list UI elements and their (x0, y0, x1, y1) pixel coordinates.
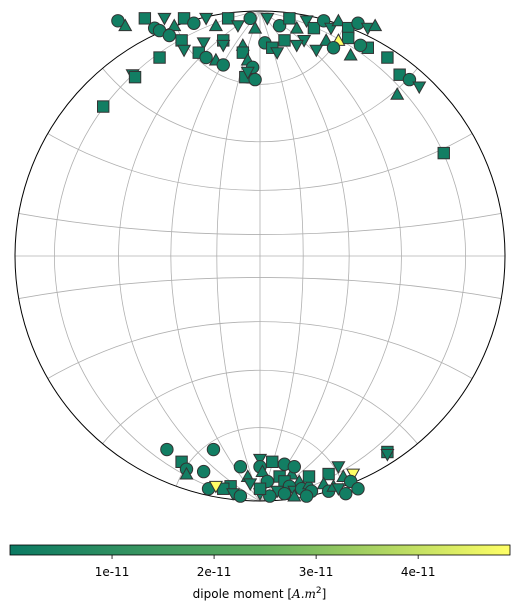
circle-marker (199, 50, 213, 65)
triangle-down-marker (252, 453, 268, 467)
square-marker (138, 12, 152, 25)
colorbar-label-unit: A.m (292, 587, 316, 601)
triangle-down-marker (208, 480, 223, 494)
data-markers (97, 11, 450, 503)
colorbar-tick-label: 2e-11 (197, 565, 232, 579)
grid-great-circle (15, 11, 304, 501)
circle-marker (233, 489, 248, 503)
triangle-down-marker (240, 66, 255, 80)
triangle-up-marker (390, 87, 405, 100)
square-marker (437, 146, 450, 160)
triangle-down-marker (157, 12, 172, 26)
square-marker (221, 12, 235, 25)
triangle-down-marker (260, 12, 275, 26)
stereonet-primitive-circle (14, 10, 506, 502)
circle-marker (402, 72, 417, 87)
circle-marker (299, 489, 314, 503)
square-marker (322, 467, 335, 481)
triangle-up-marker (118, 18, 133, 32)
circle-marker (263, 489, 277, 503)
triangle-down-marker (412, 81, 427, 95)
triangle-down-marker (216, 39, 231, 53)
grid-great-circle (170, 11, 505, 501)
circle-marker (353, 38, 368, 52)
colorbar-ticks: 1e-11 2e-11 3e-11 4e-11 (95, 555, 436, 579)
grid-great-circle (15, 11, 466, 501)
triangle-down-marker (196, 37, 211, 51)
colorbar-label-prefix: dipole moment [ (192, 587, 293, 601)
colorbar-tick-label: 4e-11 (401, 565, 436, 579)
square-marker (253, 482, 267, 495)
colorbar-label-exponent: 2 (315, 586, 322, 596)
circle-marker (277, 486, 292, 501)
circle-marker (206, 442, 221, 457)
triangle-up-marker (248, 20, 263, 34)
triangle-down-marker (289, 39, 304, 53)
colorbar-label-suffix: ] (321, 587, 327, 601)
triangle-down-marker (309, 44, 324, 58)
colorbar-tick-label: 1e-11 (95, 565, 130, 579)
triangle-up-marker (287, 488, 302, 502)
triangle-up-marker (368, 18, 383, 32)
circle-marker (160, 442, 174, 457)
grid-great-circle (118, 11, 505, 501)
grid-great-circle (54, 11, 505, 501)
triangle-down-marker (346, 468, 361, 482)
circle-marker (248, 72, 262, 87)
square-marker (342, 31, 355, 45)
circle-marker (287, 460, 301, 474)
triangle-up-marker (343, 47, 358, 61)
circle-marker (216, 58, 230, 72)
triangle-down-marker (299, 15, 314, 29)
grid-small-circle (15, 277, 505, 501)
square-marker (302, 470, 316, 483)
circle-marker (272, 19, 287, 33)
colorbar-tick-label: 3e-11 (299, 565, 334, 579)
square-marker (381, 51, 394, 64)
triangle-down-marker (177, 44, 192, 58)
square-marker (97, 100, 110, 113)
triangle-down-marker (270, 47, 285, 60)
triangle-up-marker (319, 33, 334, 46)
square-marker (278, 34, 291, 47)
circle-marker (196, 464, 211, 479)
grid-great-circle (15, 11, 402, 501)
grid-small-circle (15, 11, 505, 191)
square-marker (175, 34, 188, 47)
triangle-up-marker (289, 20, 304, 34)
triangle-down-marker (199, 12, 214, 26)
circle-marker (351, 482, 365, 496)
circle-marker (162, 28, 177, 43)
square-marker (266, 455, 279, 469)
triangle-down-marker (331, 461, 346, 474)
circle-marker (233, 460, 248, 474)
circle-marker (326, 41, 341, 55)
grid-great-circle (216, 11, 505, 501)
triangle-down-marker (380, 448, 395, 462)
square-marker (236, 46, 250, 59)
circle-marker (187, 16, 201, 30)
triangle-down-marker (243, 478, 258, 492)
circle-marker (339, 486, 353, 501)
grid-great-circle (15, 11, 350, 501)
square-marker (283, 12, 296, 25)
square-marker (307, 21, 321, 35)
colorbar (9, 544, 511, 556)
square-marker (128, 70, 142, 84)
triangle-down-marker (230, 20, 245, 33)
triangle-up-marker (208, 18, 223, 32)
square-marker (153, 51, 166, 64)
triangle-up-marker (255, 464, 270, 478)
triangle-up-marker (179, 466, 194, 480)
circle-marker (243, 11, 257, 26)
triangle-up-marker (331, 13, 346, 27)
grid-small-circle (15, 11, 505, 235)
colorbar-label: dipole moment [A.m2] (0, 586, 519, 601)
triangle-up-marker (167, 18, 182, 32)
